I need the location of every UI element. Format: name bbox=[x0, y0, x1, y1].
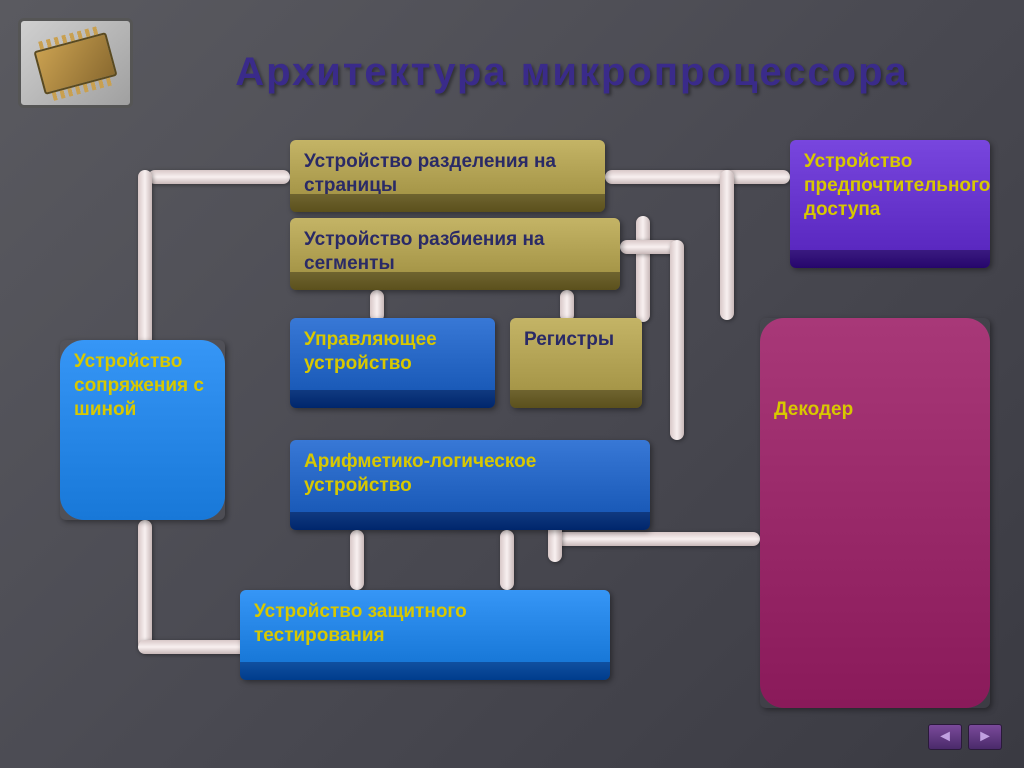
block-decoder: Декодер bbox=[760, 318, 990, 708]
block-label: Декодер bbox=[774, 399, 853, 420]
connector bbox=[556, 532, 760, 546]
block-label: Устройство сопряжения с шиной bbox=[74, 351, 204, 420]
nav-prev-button[interactable]: ◄ bbox=[928, 724, 962, 750]
block-alu: Арифметико-логическое устройство bbox=[290, 440, 650, 530]
block-label: Устройство защитного тестирования bbox=[254, 601, 467, 646]
block-regs: Регистры bbox=[510, 318, 642, 408]
connector bbox=[670, 240, 684, 440]
block-pref: Устройство предпочтительного доступа bbox=[790, 140, 990, 268]
block-label: Устройство разбиения на сегменты bbox=[304, 229, 545, 274]
block-segment: Устройство разбиения на сегменты bbox=[290, 218, 620, 290]
chevron-left-icon: ◄ bbox=[937, 728, 953, 746]
block-label: Устройство предпочтительного доступа bbox=[804, 151, 990, 220]
block-bus: Устройство сопряжения с шиной bbox=[60, 340, 225, 520]
block-label: Регистры bbox=[524, 329, 614, 350]
connector bbox=[350, 530, 364, 590]
connector bbox=[636, 216, 650, 322]
connector bbox=[605, 170, 790, 184]
connector bbox=[138, 520, 152, 650]
chip-inner bbox=[33, 32, 117, 95]
nav-next-button[interactable]: ► bbox=[968, 724, 1002, 750]
connector bbox=[720, 170, 734, 320]
chevron-right-icon: ► bbox=[977, 728, 993, 746]
block-control: Управляющее устройство bbox=[290, 318, 495, 408]
chip-image bbox=[18, 18, 133, 108]
block-paging: Устройство разделения на страницы bbox=[290, 140, 605, 212]
connector bbox=[500, 530, 514, 590]
connector bbox=[138, 170, 152, 348]
connector bbox=[138, 640, 250, 654]
block-label: Управляющее устройство bbox=[304, 329, 437, 374]
slide-title: Архитектура микропроцессора bbox=[160, 50, 984, 95]
block-test: Устройство защитного тестирования bbox=[240, 590, 610, 680]
connector bbox=[148, 170, 290, 184]
block-label: Арифметико-логическое устройство bbox=[304, 451, 536, 496]
